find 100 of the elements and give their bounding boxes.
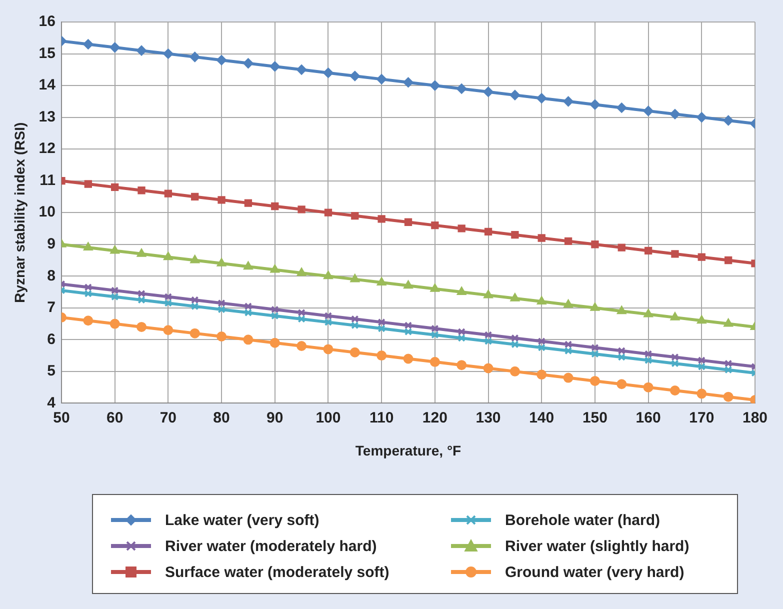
legend-label: River water (moderately hard) — [165, 538, 377, 554]
legend-label: Lake water (very soft) — [165, 512, 320, 528]
point — [536, 93, 547, 104]
point — [298, 308, 306, 316]
point — [243, 334, 254, 345]
point — [563, 372, 574, 383]
point — [591, 350, 599, 358]
point — [484, 337, 492, 346]
point — [564, 340, 572, 348]
point — [484, 228, 492, 236]
point — [163, 48, 174, 59]
point — [271, 312, 279, 320]
point — [404, 322, 412, 330]
point — [698, 356, 706, 364]
y-tick-label: 15 — [38, 44, 56, 62]
point — [644, 350, 652, 358]
point — [724, 366, 732, 374]
point — [190, 52, 200, 62]
point — [271, 306, 279, 314]
x-tick-label: 80 — [213, 409, 230, 426]
point — [724, 360, 732, 368]
point — [618, 353, 626, 361]
point — [536, 370, 547, 380]
point — [350, 71, 360, 82]
point — [404, 218, 412, 226]
point — [110, 42, 120, 52]
point — [110, 246, 120, 254]
x-tick-label: 170 — [689, 409, 714, 426]
point — [350, 274, 360, 282]
x-tick-label: 50 — [53, 409, 70, 426]
point — [430, 356, 440, 367]
y-tick-label: 16 — [38, 13, 56, 30]
point — [458, 328, 466, 336]
point — [296, 341, 307, 352]
y-tick-label: 7 — [47, 299, 56, 316]
point — [217, 258, 226, 266]
point — [138, 296, 146, 304]
point — [403, 354, 414, 364]
y-tick-label: 9 — [47, 236, 56, 253]
point — [643, 106, 654, 116]
point — [430, 80, 440, 91]
y-tick-label: 11 — [40, 172, 56, 189]
point — [484, 331, 492, 339]
point — [323, 68, 334, 78]
y-tick-label: 5 — [47, 362, 56, 380]
y-tick-label: 12 — [38, 140, 56, 158]
point — [270, 338, 280, 348]
y-tick-label: 14 — [38, 76, 56, 94]
point — [111, 183, 119, 192]
point — [191, 296, 199, 304]
point — [457, 287, 466, 296]
point — [671, 360, 679, 368]
x-axis-title: Temperature, °F — [355, 442, 462, 458]
x-tick-label: 110 — [369, 409, 394, 426]
point — [218, 196, 226, 204]
point — [483, 363, 494, 374]
point — [351, 315, 359, 323]
point — [456, 360, 467, 370]
point — [164, 190, 172, 198]
y-tick-label: 8 — [47, 267, 56, 284]
point — [111, 286, 119, 294]
point — [590, 376, 600, 386]
point — [724, 256, 732, 264]
point — [324, 208, 332, 216]
point — [564, 300, 573, 308]
point — [271, 202, 279, 210]
x-tick-label: 100 — [316, 409, 341, 426]
point — [510, 293, 520, 302]
point — [376, 350, 387, 361]
point — [616, 379, 627, 390]
point — [138, 290, 146, 298]
point — [83, 316, 94, 326]
point — [431, 221, 439, 230]
point — [458, 224, 466, 232]
point — [218, 306, 226, 314]
point — [564, 237, 572, 246]
point — [511, 231, 519, 239]
y-axis-title: Ryznar stability index (RSI) — [11, 122, 28, 303]
point — [484, 290, 493, 298]
point — [618, 244, 626, 252]
point — [617, 306, 626, 314]
x-tick-label: 120 — [422, 409, 448, 426]
point — [324, 312, 332, 320]
point — [644, 356, 652, 364]
point — [164, 252, 173, 260]
point — [697, 316, 706, 324]
point — [244, 308, 252, 316]
x-tick-label: 140 — [529, 409, 554, 426]
point — [618, 346, 626, 355]
point — [136, 46, 147, 56]
point — [298, 315, 306, 323]
y-tick-label: 6 — [47, 330, 56, 348]
y-tick-label: 13 — [38, 108, 56, 126]
point — [298, 206, 306, 214]
point — [403, 77, 414, 88]
legend-label: Borehole water (hard) — [505, 512, 660, 528]
point — [378, 215, 386, 223]
point — [538, 337, 546, 346]
point — [164, 292, 172, 301]
x-tick-label: 90 — [266, 409, 284, 426]
